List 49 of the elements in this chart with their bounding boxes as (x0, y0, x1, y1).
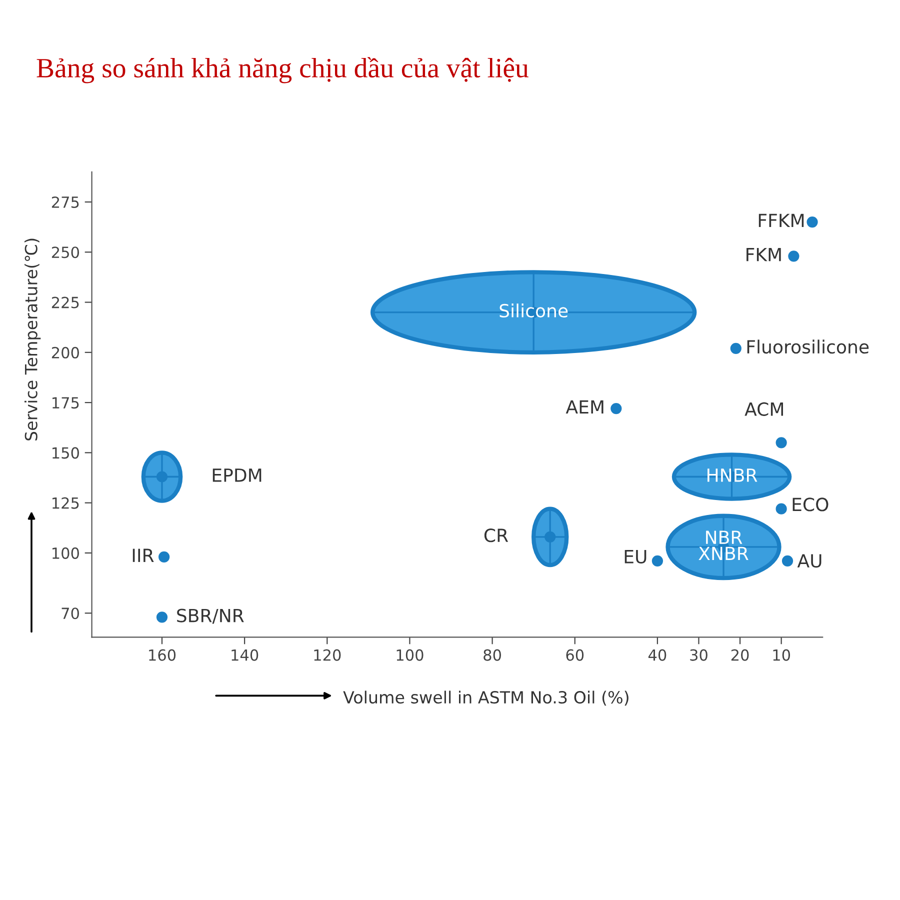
series-label: EU (624, 550, 646, 564)
y-tick-label: 70 (62, 608, 79, 620)
series-label: HNBR (708, 468, 758, 482)
point (788, 250, 800, 262)
series-label: ECO (792, 498, 828, 512)
y-tick-label: 175 (52, 397, 79, 409)
series-label: FFKM (758, 214, 804, 228)
point (610, 403, 622, 414)
x-tick-label: 80 (484, 649, 501, 661)
point (156, 471, 168, 482)
x-tick-label: 30 (690, 649, 708, 661)
x-tick-label: 160 (149, 649, 176, 661)
point (776, 437, 787, 448)
series-label: ACM (744, 402, 783, 416)
point (544, 531, 556, 542)
x-tick-label: 20 (731, 649, 749, 661)
y-tick-label: 150 (52, 447, 79, 459)
point (806, 216, 818, 228)
point (730, 342, 742, 354)
y-tick-label: 225 (52, 296, 79, 308)
chart-title: Bảng so sánh khả năng chịu dầu của vật liệu (36, 57, 528, 84)
x-tick-label: 120 (314, 649, 341, 661)
y-tick-label: 100 (52, 547, 79, 559)
point (652, 555, 664, 567)
text: EPDM (212, 468, 262, 482)
point (782, 555, 794, 567)
series-label: AEM (566, 400, 604, 414)
series-label: FKM (746, 248, 781, 262)
x-tick-label: 40 (648, 649, 666, 661)
series-label: Silicone (500, 304, 568, 318)
x-tick-label: 60 (566, 649, 584, 661)
x-tick-label: 140 (232, 649, 258, 661)
x-axis-title: Volume swell in ASTM No.3 Oil (%) (343, 690, 628, 706)
text: CR (484, 528, 508, 542)
series-label: IIR (132, 548, 154, 562)
series-label: AU (797, 554, 822, 568)
y-tick-label: 250 (52, 246, 79, 258)
y-tick-label: 275 (52, 196, 79, 208)
point (776, 503, 787, 514)
point (158, 551, 170, 563)
series-label: SBR/NR (177, 608, 244, 624)
y-tick-label: 200 (52, 346, 79, 358)
point (156, 612, 168, 623)
x-tick-label: 10 (773, 649, 790, 661)
series-label: NBR XNBR (698, 530, 748, 560)
y-tick-label: 125 (52, 497, 79, 509)
x-tick-label: 100 (396, 649, 424, 661)
series-label: Fluorosilicone (747, 340, 869, 354)
y-axis-title: Service Temperature(℃) (24, 238, 41, 440)
